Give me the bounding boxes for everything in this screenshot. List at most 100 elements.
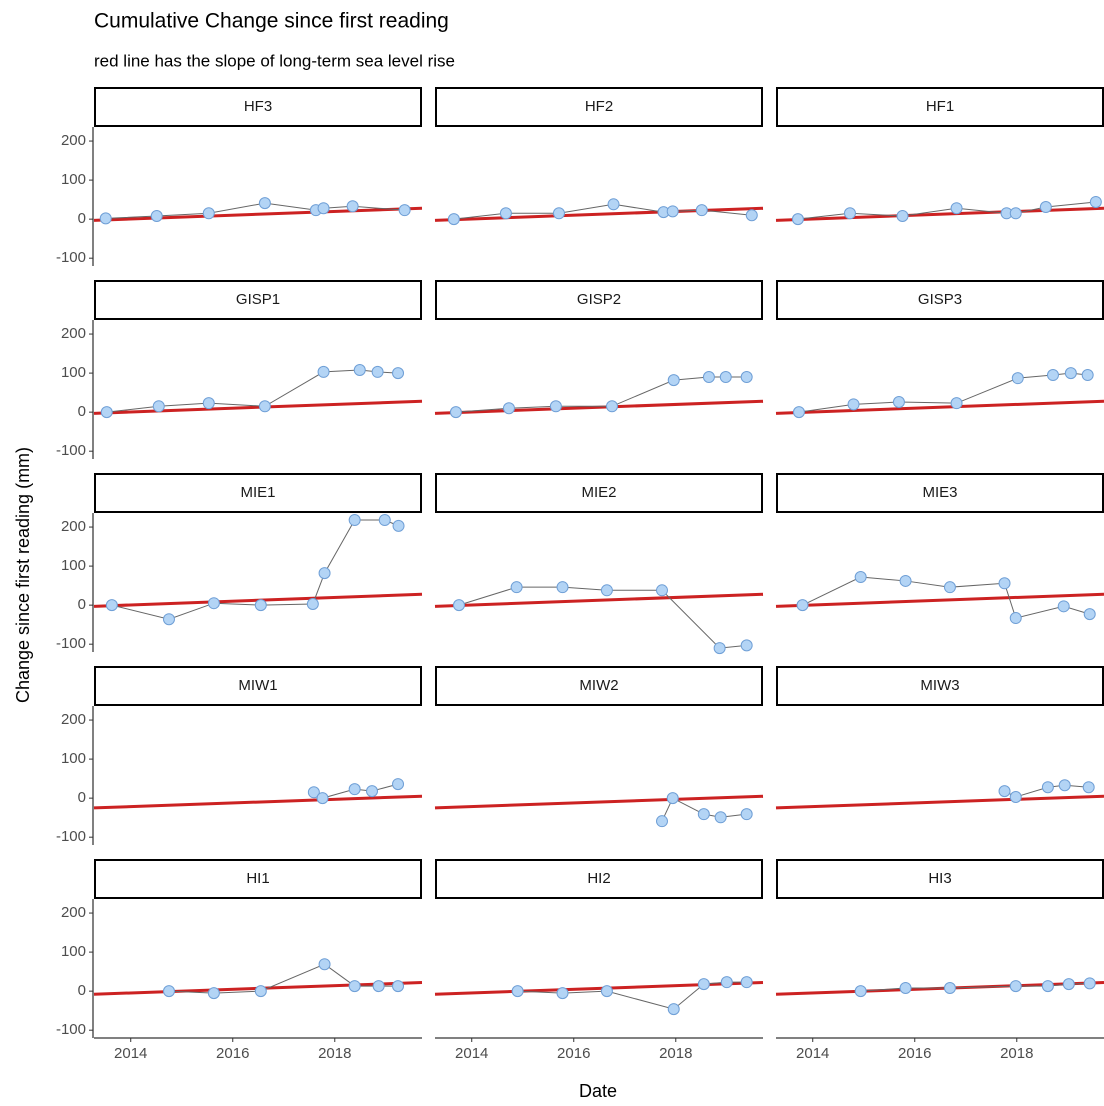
data-point xyxy=(655,584,668,597)
x-tick-label: 2018 xyxy=(318,1045,351,1062)
x-tick-label: 2018 xyxy=(1000,1045,1033,1062)
data-point xyxy=(452,599,465,612)
data-point xyxy=(950,202,963,215)
data-point xyxy=(740,371,753,384)
trend-line xyxy=(434,399,764,415)
data-point xyxy=(398,204,411,217)
facet-strip xyxy=(94,473,422,513)
data-point xyxy=(348,514,361,527)
y-tick-label: 0 xyxy=(78,982,86,999)
y-tick-label: 100 xyxy=(61,557,86,574)
data-point xyxy=(719,371,732,384)
y-tick-label: 200 xyxy=(61,132,86,149)
data-point xyxy=(392,367,405,380)
data-point xyxy=(372,980,385,993)
facet-label: MIE1 xyxy=(240,484,275,501)
data-point xyxy=(366,785,379,798)
x-tick-label: 2016 xyxy=(898,1045,931,1062)
facet-strip xyxy=(94,666,422,706)
y-tick-label: 200 xyxy=(61,711,86,728)
data-point xyxy=(1041,980,1054,993)
y-tick-label: 200 xyxy=(61,518,86,535)
data-point xyxy=(740,639,753,652)
facet-strip xyxy=(94,859,422,899)
x-tick-label: 2014 xyxy=(455,1045,488,1062)
data-point xyxy=(702,371,715,384)
data-point xyxy=(258,197,271,210)
data-line xyxy=(106,369,399,413)
facet-label: GISP3 xyxy=(918,291,962,308)
data-point xyxy=(667,374,680,387)
data-point xyxy=(510,581,523,594)
data-point xyxy=(896,210,909,223)
y-tick-label: -100 xyxy=(56,442,86,459)
facet-label: MIE3 xyxy=(922,484,957,501)
facet-strip xyxy=(435,859,763,899)
facet-label: MIW2 xyxy=(579,677,618,694)
data-point xyxy=(549,400,562,413)
data-point xyxy=(1081,369,1094,382)
data-point xyxy=(499,207,512,220)
facet-label: HI1 xyxy=(246,870,269,887)
data-point xyxy=(854,985,867,998)
x-tick-label: 2014 xyxy=(114,1045,147,1062)
data-point xyxy=(202,397,215,410)
facet-strip xyxy=(94,280,422,320)
data-point xyxy=(371,365,384,378)
y-tick-label: 0 xyxy=(78,789,86,806)
facet-label: HF3 xyxy=(244,98,272,115)
data-point xyxy=(697,978,710,991)
facet-strip xyxy=(435,87,763,127)
x-axis-title: Date xyxy=(579,1081,617,1101)
data-point xyxy=(348,783,361,796)
data-point xyxy=(892,395,905,408)
data-point xyxy=(318,958,331,971)
data-point xyxy=(714,811,727,824)
y-tick-label: 100 xyxy=(61,171,86,188)
y-tick-label: 200 xyxy=(61,904,86,921)
y-tick-label: -100 xyxy=(56,635,86,652)
facet-label: HF1 xyxy=(926,98,954,115)
x-tick-label: 2014 xyxy=(796,1045,829,1062)
trend-line xyxy=(775,399,1104,415)
data-point xyxy=(348,980,361,993)
data-point xyxy=(655,815,668,828)
data-point xyxy=(1062,978,1075,991)
data-point xyxy=(695,204,708,217)
y-tick-label: 0 xyxy=(78,403,86,420)
facet-label: HI2 xyxy=(587,870,610,887)
data-point xyxy=(317,202,330,215)
y-tick-label: 100 xyxy=(61,364,86,381)
data-point xyxy=(556,987,569,1000)
data-point xyxy=(666,792,679,805)
y-tick-label: -100 xyxy=(56,249,86,266)
data-point xyxy=(150,210,163,223)
y-tick-label: 0 xyxy=(78,596,86,613)
data-point xyxy=(697,808,710,821)
facet-strip xyxy=(776,859,1104,899)
trend-line xyxy=(434,206,764,222)
facet-strip xyxy=(94,87,422,127)
data-point xyxy=(254,599,267,612)
data-point xyxy=(1057,600,1070,613)
trend-line xyxy=(434,981,764,996)
data-point xyxy=(1083,608,1096,621)
data-point xyxy=(740,976,753,989)
facet-label: GISP1 xyxy=(236,291,280,308)
data-point xyxy=(447,213,460,226)
data-point xyxy=(207,987,220,1000)
facet-strip xyxy=(435,280,763,320)
facet-label: MIW3 xyxy=(920,677,959,694)
facet-label: GISP2 xyxy=(577,291,621,308)
data-point xyxy=(392,778,405,791)
data-point xyxy=(162,613,175,626)
data-point xyxy=(556,581,569,594)
data-point xyxy=(100,406,113,419)
y-tick-label: 100 xyxy=(61,943,86,960)
data-point xyxy=(1089,195,1102,208)
data-point xyxy=(152,400,165,413)
data-point xyxy=(346,200,359,213)
data-point xyxy=(943,982,956,995)
y-axis-title: Change since first reading (mm) xyxy=(13,447,33,703)
